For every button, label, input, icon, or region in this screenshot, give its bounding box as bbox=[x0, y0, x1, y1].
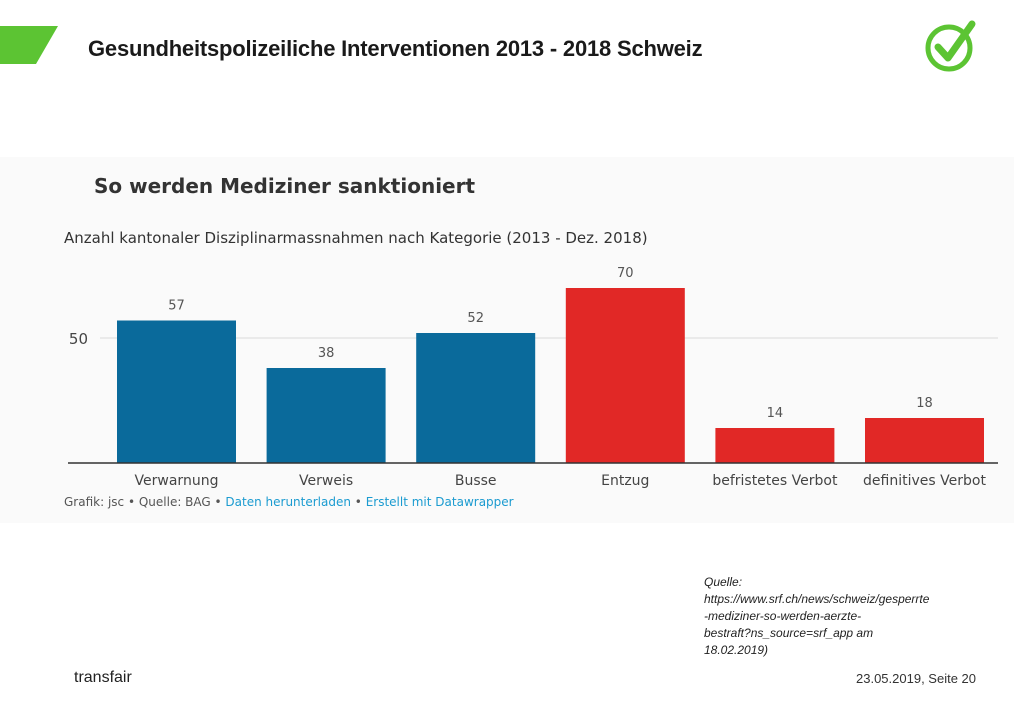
footer-separator: • bbox=[350, 495, 366, 509]
value-label: 14 bbox=[767, 406, 784, 421]
source-note: Quelle: https://www.srf.ch/news/schweiz/… bbox=[704, 574, 994, 659]
value-label: 70 bbox=[617, 266, 634, 281]
value-label: 52 bbox=[467, 311, 484, 326]
bar bbox=[117, 320, 236, 463]
chart-panel: So werden Mediziner sanktioniert Anzahl … bbox=[0, 157, 1014, 523]
bar bbox=[565, 288, 685, 463]
category-label: definitives Verbot bbox=[863, 473, 986, 489]
category-label: befristetes Verbot bbox=[712, 473, 838, 489]
chart-subtitle: Anzahl kantonaler Disziplinarmassnahmen … bbox=[64, 229, 648, 247]
source-line: https://www.srf.ch/news/schweiz/gesperrt… bbox=[704, 592, 930, 606]
checkmark-circle-icon bbox=[925, 20, 976, 72]
download-data-link[interactable]: Daten herunterladen bbox=[225, 495, 351, 509]
value-label: 57 bbox=[168, 299, 185, 314]
category-label: Verweis bbox=[299, 473, 353, 489]
y-tick-label: 50 bbox=[69, 330, 88, 348]
value-label: 18 bbox=[916, 396, 933, 411]
bar bbox=[416, 333, 536, 463]
bar bbox=[266, 368, 386, 463]
footer-company: transfair bbox=[74, 669, 132, 686]
slide-title: Gesundheitspolizeiliche Interventionen 2… bbox=[88, 36, 703, 61]
chart-credit: Grafik: jsc • Quelle: BAG • bbox=[64, 495, 226, 509]
chart-footer: Grafik: jsc • Quelle: BAG • Daten herunt… bbox=[64, 495, 514, 509]
source-line: bestraft?ns_source=srf_app am bbox=[704, 626, 874, 640]
chart-title: So werden Mediziner sanktioniert bbox=[94, 174, 476, 198]
bar bbox=[865, 418, 984, 463]
category-label: Verwarnung bbox=[135, 473, 219, 489]
accent-corner-shape bbox=[0, 26, 58, 64]
value-label: 38 bbox=[318, 346, 335, 361]
bar-chart: 50 57 Verwarnung 38 Verweis 52 Busse 70 Entzug 14… bbox=[68, 266, 998, 489]
source-line: -mediziner-so-werden-aerzte- bbox=[704, 609, 862, 623]
category-label: Entzug bbox=[601, 473, 649, 489]
source-line: Quelle: bbox=[704, 575, 743, 589]
source-line: 18.02.2019) bbox=[704, 643, 769, 657]
datawrapper-link[interactable]: Erstellt mit Datawrapper bbox=[365, 495, 514, 509]
footer-date-page: 23.05.2019, Seite 20 bbox=[856, 671, 976, 686]
category-label: Busse bbox=[455, 473, 497, 489]
bar bbox=[715, 428, 835, 463]
